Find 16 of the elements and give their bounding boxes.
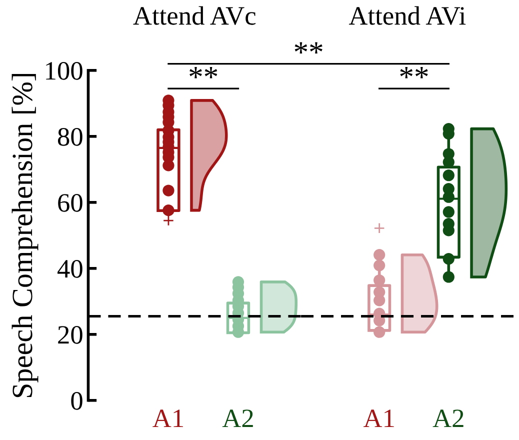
y-tick-label: 60 <box>58 194 82 212</box>
y-tick-label: 100 <box>46 62 82 80</box>
x-tick-label: A1 <box>152 410 184 428</box>
y-tick-label: 20 <box>58 326 82 344</box>
y-tick-label: 40 <box>57 260 82 278</box>
y-tick-label: 0 <box>71 392 82 410</box>
y-axis-title: Speech Comprehension [%] <box>12 74 38 398</box>
annotation: ** <box>190 66 218 78</box>
y-tick-label: 80 <box>58 128 82 146</box>
x-tick-label: A2 <box>222 410 253 428</box>
chart-title: Attend AVc <box>133 6 256 25</box>
text: ** <box>294 42 322 54</box>
annotation: ** <box>400 66 428 78</box>
x-tick-label: A2 <box>432 410 464 428</box>
x-tick-label: A1 <box>363 410 394 428</box>
chart-title: Attend AVi <box>348 6 466 25</box>
